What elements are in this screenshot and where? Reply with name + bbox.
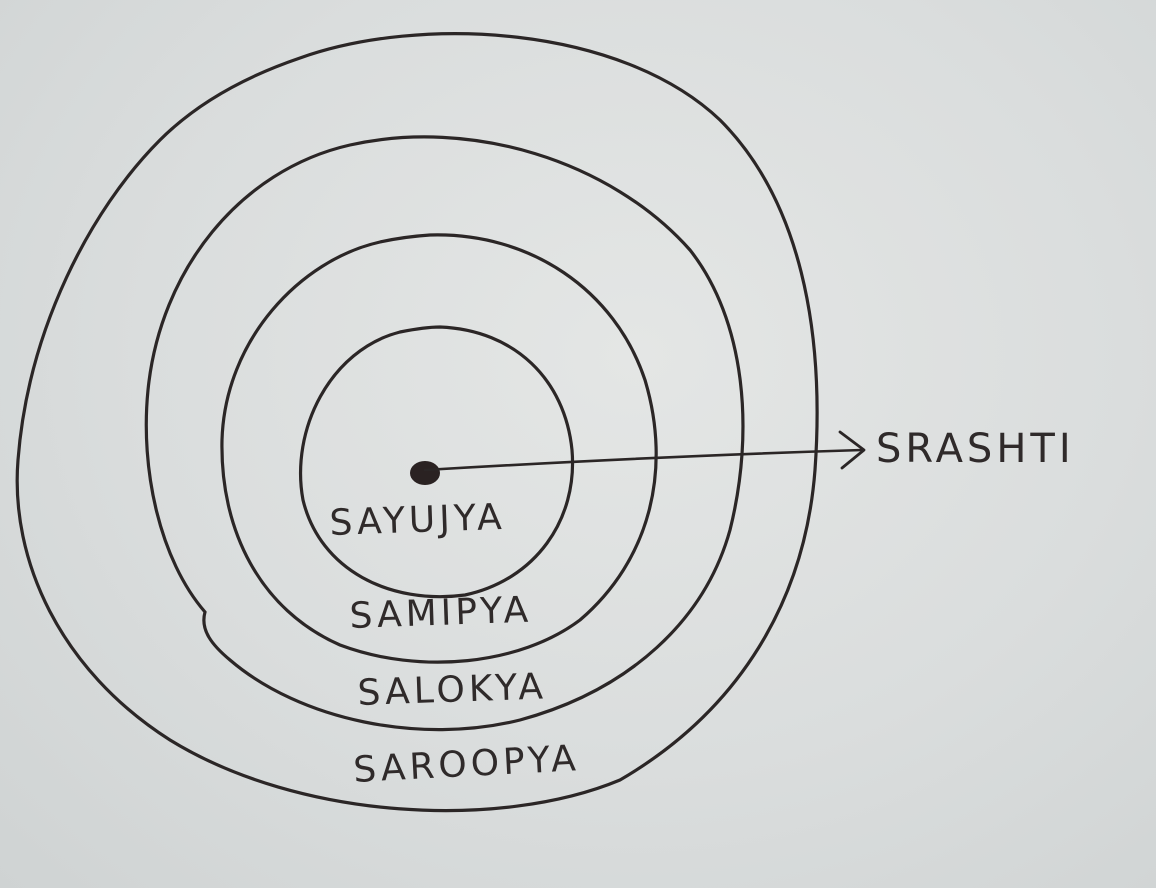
center-dot bbox=[410, 461, 440, 485]
label-samipya: SAMIPYA bbox=[349, 590, 533, 637]
label-salokya: SALOKYA bbox=[357, 666, 548, 714]
second-ring bbox=[220, 233, 658, 664]
label-srashti: SRASHTI bbox=[876, 426, 1075, 472]
arrow-head bbox=[838, 430, 866, 470]
label-sayujya: SAYUJYA bbox=[329, 497, 506, 544]
third-ring bbox=[144, 135, 745, 732]
label-saroopya: SAROOPYA bbox=[352, 738, 580, 791]
outer-ring bbox=[15, 32, 819, 813]
arrow-line bbox=[423, 448, 864, 472]
inner-ring bbox=[298, 325, 575, 599]
